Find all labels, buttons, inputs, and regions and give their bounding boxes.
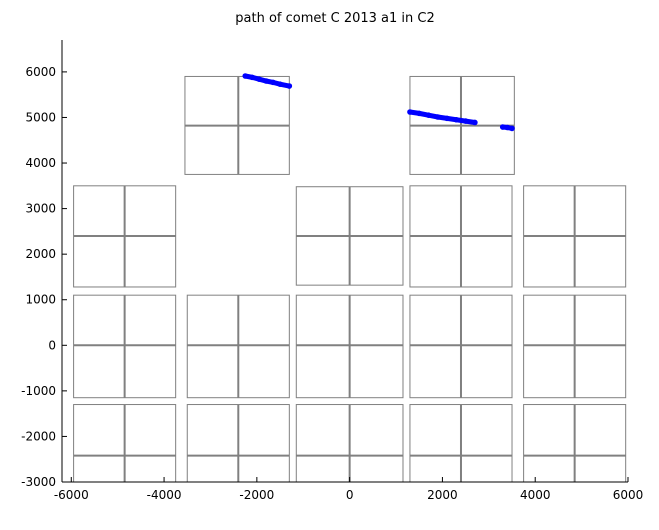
ccd-tile <box>295 294 404 399</box>
ccd-tiles <box>73 75 627 483</box>
y-tick-label: -1000 <box>21 384 56 398</box>
x-tick-label: -4000 <box>147 488 182 502</box>
ccd-tile <box>184 75 290 175</box>
axes: -6000 -4000 -2000 0 2000 4000 6000 -3000 -2000 -1… <box>21 40 643 502</box>
data-point <box>277 81 283 87</box>
y-tick-label: 6000 <box>25 65 56 79</box>
data-point <box>256 76 262 82</box>
chart-title: path of comet C 2013 a1 in C2 <box>235 11 434 26</box>
ccd-tile <box>295 186 404 286</box>
data-point <box>504 124 511 131</box>
path-series <box>242 73 515 132</box>
ccd-tile <box>73 185 177 288</box>
ccd-tile <box>523 185 627 288</box>
data-point <box>286 83 293 89</box>
path-segment <box>499 124 515 132</box>
ccd-tile <box>409 404 513 483</box>
ccd-tile <box>523 404 627 483</box>
y-tick-label: 4000 <box>25 156 56 170</box>
y-tick-label: 5000 <box>25 110 56 124</box>
y-tick-label: 0 <box>48 338 56 352</box>
ccd-tile <box>73 294 177 399</box>
data-point <box>242 73 249 79</box>
ccd-tile <box>295 404 404 483</box>
x-tick-label: -6000 <box>54 488 89 502</box>
data-point <box>453 116 460 123</box>
y-tick-label: 1000 <box>25 293 56 307</box>
x-tick-label: 0 <box>346 488 354 502</box>
data-point <box>249 74 256 81</box>
ccd-tile <box>523 294 627 399</box>
path-segment <box>407 109 478 126</box>
x-tick-label: 6000 <box>613 488 644 502</box>
y-tick-label: -2000 <box>21 429 56 443</box>
ccd-tile <box>186 294 290 399</box>
data-point <box>444 115 450 122</box>
data-point <box>472 119 478 126</box>
ccd-tile <box>409 294 513 399</box>
data-point <box>407 109 413 115</box>
data-point <box>425 112 432 118</box>
y-tick-label: 2000 <box>25 247 56 261</box>
data-point <box>509 125 515 132</box>
x-tick-label: -2000 <box>239 488 274 502</box>
path-segment <box>242 73 293 89</box>
data-point <box>499 124 506 130</box>
y-tick-label: 3000 <box>25 202 56 216</box>
data-point <box>416 110 423 117</box>
ccd-tile <box>409 185 513 288</box>
x-tick-label: 4000 <box>520 488 551 502</box>
x-tick-label: 2000 <box>427 488 458 502</box>
data-point <box>434 114 441 120</box>
y-tick-label: -3000 <box>21 475 56 489</box>
ccd-tile <box>73 404 177 483</box>
data-point <box>263 78 269 84</box>
data-point <box>270 79 276 86</box>
ccd-tile <box>186 404 290 483</box>
data-point <box>462 118 469 124</box>
ccd-tile <box>409 75 515 175</box>
